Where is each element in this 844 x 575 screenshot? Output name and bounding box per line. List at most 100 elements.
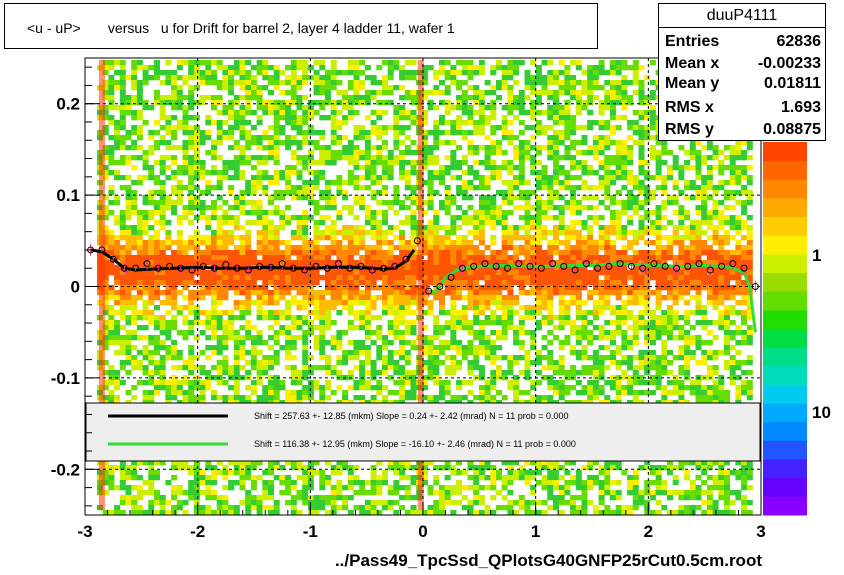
heatmap-cell [456, 165, 463, 171]
heatmap-cell [439, 225, 445, 231]
heatmap-cell [382, 125, 388, 131]
heatmap-cell [233, 100, 240, 106]
heatmap-cell [330, 85, 337, 91]
heatmap-cell [456, 225, 463, 231]
heatmap-cell [268, 155, 274, 161]
heatmap-cell [547, 375, 554, 381]
heatmap-cell [228, 285, 235, 291]
heatmap-cell [171, 95, 178, 101]
heatmap-cell [427, 395, 434, 401]
heatmap-cell [461, 395, 468, 401]
heatmap-cell [131, 280, 138, 286]
heatmap-cell [399, 370, 406, 376]
heatmap-cell [250, 205, 257, 211]
heatmap-cell [553, 140, 559, 146]
heatmap-cell [450, 500, 457, 506]
heatmap-cell [484, 215, 491, 221]
heatmap-cell [501, 200, 508, 206]
heatmap-cell [102, 95, 109, 101]
heatmap-cell [382, 110, 388, 116]
heatmap-cell [558, 490, 565, 496]
heatmap-cell [524, 270, 531, 276]
heatmap-cell [148, 500, 155, 506]
heatmap-cell [211, 95, 217, 101]
heatmap-cell [393, 480, 400, 486]
heatmap-cell [370, 130, 377, 136]
heatmap-cell [524, 370, 531, 376]
heatmap-cell [154, 270, 160, 276]
heatmap-cell [273, 80, 280, 86]
heatmap-cell [535, 205, 542, 211]
heatmap-cell [205, 385, 212, 391]
heatmap-cell [558, 255, 565, 261]
heatmap-cell [370, 110, 377, 116]
heatmap-cell [393, 330, 400, 336]
heatmap-cell [376, 270, 383, 276]
heatmap-cell [513, 135, 520, 141]
heatmap-cell [165, 200, 172, 206]
heatmap-cell [484, 475, 491, 481]
heatmap-cell [393, 85, 400, 91]
heatmap-cell [290, 120, 297, 126]
heatmap-cell [473, 120, 480, 126]
heatmap-cell [114, 120, 121, 126]
heatmap-cell [131, 345, 138, 351]
heatmap-cell [159, 185, 166, 191]
heatmap-cell [262, 75, 269, 81]
heatmap-cell [444, 155, 451, 161]
heatmap-cell [199, 490, 206, 496]
heatmap-cell [456, 70, 463, 76]
heatmap-cell [456, 250, 463, 256]
heatmap-cell [399, 235, 406, 241]
heatmap-cell [108, 120, 115, 126]
heatmap-cell [387, 240, 394, 246]
heatmap-cell [182, 330, 189, 336]
heatmap-cell [228, 185, 235, 191]
heatmap-cell [250, 250, 257, 256]
heatmap-cell [268, 460, 274, 466]
heatmap-cell [444, 100, 451, 106]
heatmap-cell [296, 75, 303, 81]
heatmap-cell [125, 100, 132, 106]
heatmap-cell [199, 250, 206, 256]
heatmap-cell [154, 65, 160, 71]
heatmap-cell [302, 225, 309, 231]
heatmap-cell [547, 245, 554, 251]
heatmap-cell [205, 510, 212, 516]
heatmap-cell [518, 130, 525, 136]
heatmap-cell [325, 315, 331, 321]
heatmap-cell [245, 250, 252, 256]
heatmap-cell [456, 160, 463, 166]
heatmap-cell [478, 350, 485, 356]
heatmap-cell [188, 495, 195, 501]
heatmap-cell [478, 120, 485, 126]
heatmap-cell [233, 315, 240, 321]
heatmap-cell [182, 360, 189, 366]
heatmap-cell [513, 475, 520, 481]
heatmap-cell [496, 165, 502, 171]
heatmap-cell [530, 345, 537, 351]
heatmap-cell [296, 255, 303, 261]
heatmap-cell [273, 175, 280, 181]
heatmap-cell [302, 300, 309, 306]
heatmap-cell [302, 155, 309, 161]
heatmap-cell [461, 345, 468, 351]
heatmap-cell [490, 160, 497, 166]
heatmap-cell [325, 275, 331, 281]
heatmap-cell [302, 165, 309, 171]
heatmap-cell [239, 105, 246, 111]
heatmap-cell [245, 350, 252, 356]
heatmap-cell [193, 65, 200, 71]
heatmap-cell [193, 170, 200, 176]
heatmap-cell [535, 465, 542, 471]
heatmap-cell [325, 270, 331, 276]
heatmap-cell [296, 140, 303, 146]
heatmap-cell [136, 275, 143, 281]
heatmap-cell [496, 170, 502, 176]
heatmap-cell [108, 465, 115, 471]
heatmap-cell [336, 480, 343, 486]
heatmap-cell [131, 285, 138, 291]
heatmap-cell [518, 495, 525, 501]
heatmap-cell [450, 195, 457, 201]
heatmap-cell [342, 305, 349, 311]
